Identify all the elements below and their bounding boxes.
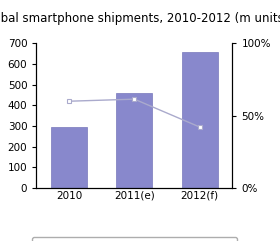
Bar	[51, 127, 87, 188]
Legend: Smartphone shipments, Y/Y: Smartphone shipments, Y/Y	[32, 237, 237, 241]
Bar	[116, 93, 152, 188]
Bar	[182, 52, 218, 188]
Text: Global smartphone shipments, 2010-2012 (m units): Global smartphone shipments, 2010-2012 (…	[0, 12, 280, 25]
